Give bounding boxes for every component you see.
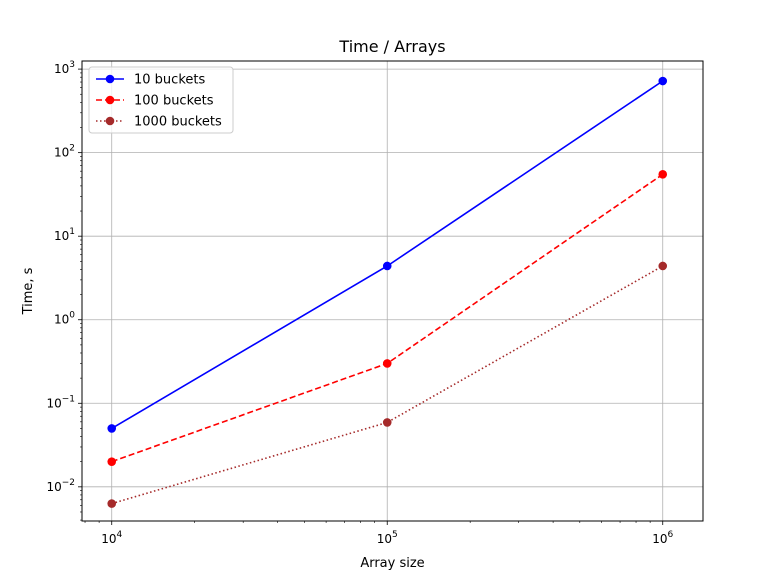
tick-exponent: 5 [392,530,398,540]
tick-base: 10 [54,146,69,160]
data-point [382,261,392,271]
major-ticks [78,68,664,525]
y-axis-label: Time, s [21,267,36,315]
data-point [107,499,117,508]
legend-box [88,66,234,134]
tick-exponent: 3 [69,60,75,70]
series-3 [107,261,668,508]
x-tick-label: 104 [101,530,122,546]
series-layer [107,76,668,508]
legend-label: 1000 buckets [134,115,222,130]
data-point [382,359,392,368]
data-point [382,418,392,427]
y-tick-label: 100 [54,311,75,327]
legend-entry: 10 buckets [96,73,205,88]
tick-exponent: −2 [62,478,75,488]
tick-base: 10 [54,62,69,76]
y-tick-label: 101 [54,227,75,243]
tick-base: 10 [377,532,392,546]
tick-base: 10 [652,532,667,546]
data-point [107,424,117,433]
plot-frame [81,60,704,522]
tick-base: 10 [46,396,61,410]
tick-exponent: −1 [62,394,75,404]
legend-entry: 1000 buckets [96,115,222,130]
legend-label: 100 buckets [134,94,214,109]
tick-exponent: 4 [117,530,123,540]
tick-exponent: 6 [668,530,674,540]
y-tick-label: 10−1 [46,394,75,410]
series-2 [107,170,668,466]
data-point [658,170,668,179]
tick-exponent: 2 [69,144,75,154]
tick-base: 10 [54,229,69,243]
legend: 10 buckets 100 buckets 1000 buckets [88,66,234,134]
legend-label: 10 buckets [134,73,205,88]
tick-exponent: 0 [69,311,75,321]
series-1 [107,76,668,433]
tick-exponent: 1 [69,227,75,237]
data-point [658,261,668,271]
legend-marker [105,116,115,126]
legend-marker [105,95,115,105]
legend-entry: 100 buckets [96,94,214,109]
y-tick-label: 10−2 [46,478,75,494]
tick-base: 10 [54,313,69,327]
y-tick-label: 103 [54,60,75,76]
chart-title: Time / Arrays [338,37,445,56]
tick-base: 10 [46,480,61,494]
data-point [107,457,117,466]
tick-base: 10 [101,532,116,546]
x-tick-label: 106 [652,530,673,546]
legend-marker [105,74,115,84]
x-tick-label: 105 [377,530,398,546]
x-axis-label: Array size [360,556,424,571]
y-tick-label: 102 [54,144,75,160]
x-tick-labels: 104 105 106 [101,530,673,546]
data-point [658,76,668,86]
